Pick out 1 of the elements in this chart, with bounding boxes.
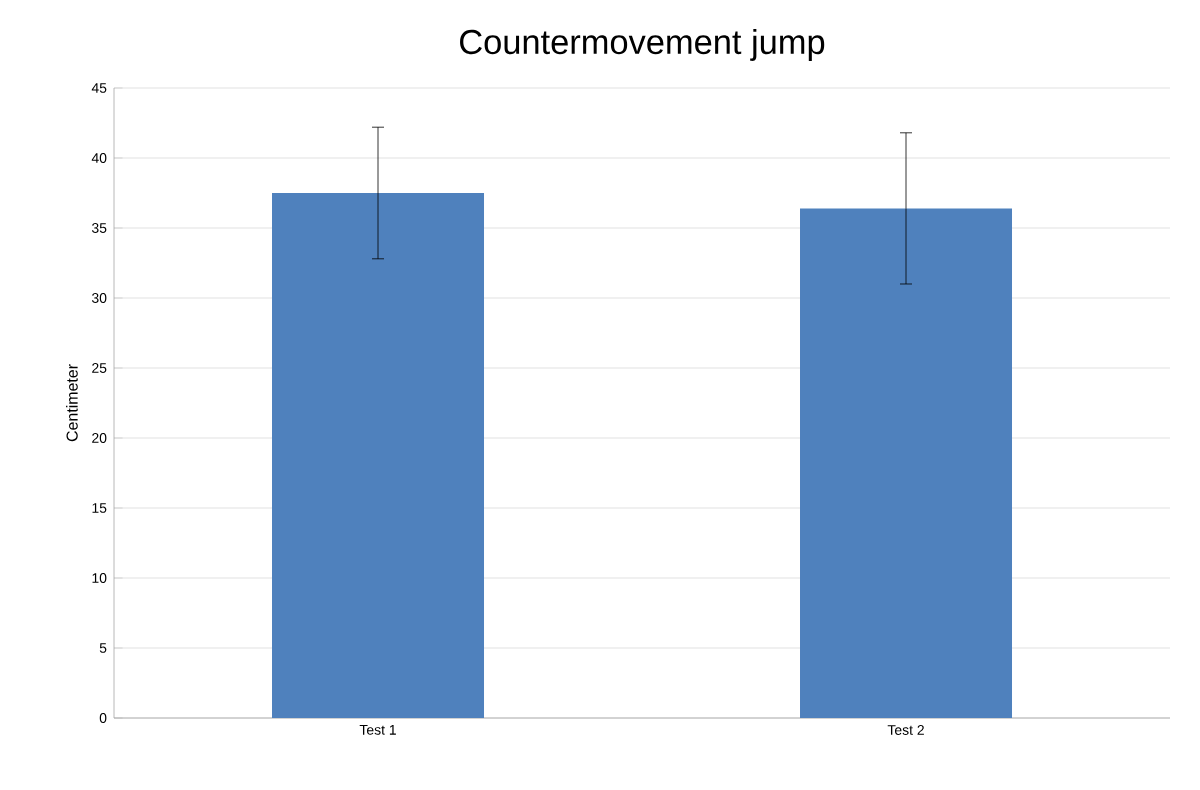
chart-title: Countermovement jump [460,28,825,62]
